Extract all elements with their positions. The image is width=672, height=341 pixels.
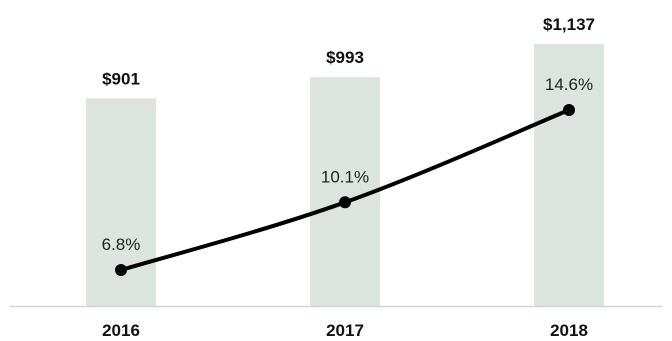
bar-2018	[534, 44, 604, 306]
growth-point-2016	[115, 264, 127, 276]
growth-value-label-2018: 14.6%	[545, 75, 593, 94]
growth-value-label-2016: 6.8%	[102, 235, 141, 254]
growth-point-2017	[339, 196, 351, 209]
growth-value-labels: 6.8% 10.1% 14.6%	[102, 75, 593, 254]
bar-value-labels: $901 $993 $1,137	[102, 15, 595, 88]
x-tick-label-2018: 2018	[550, 321, 588, 340]
growth-point-2018	[563, 104, 575, 116]
growth-value-label-2017: 10.1%	[321, 167, 369, 186]
bar-value-label-2017: $993	[326, 48, 364, 67]
growth-line-series	[115, 104, 575, 276]
x-axis-ticks: 2016 2017 2018	[102, 321, 588, 340]
bar-value-label-2018: $1,137	[543, 15, 595, 34]
x-tick-label-2016: 2016	[102, 321, 140, 340]
bar-value-label-2016: $901	[102, 69, 140, 88]
x-tick-label-2017: 2017	[326, 321, 364, 340]
